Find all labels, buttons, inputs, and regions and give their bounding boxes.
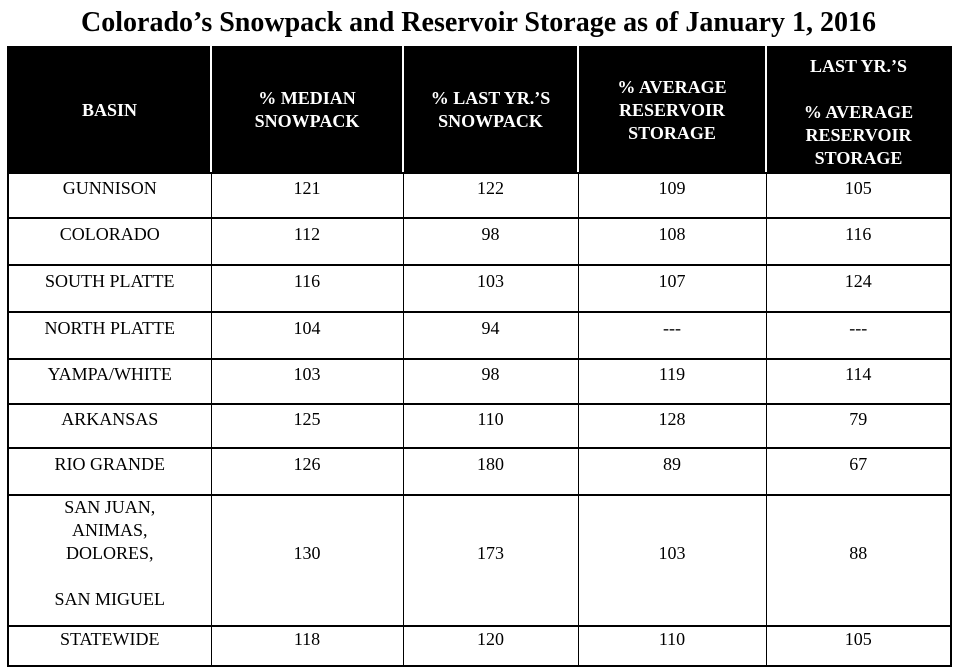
value-cell: 120: [402, 625, 579, 667]
header-cell-avg-reservoir-storage: % AVERAGE RESERVOIR STORAGE: [577, 46, 767, 174]
basin-cell: SOUTH PLATTE: [7, 264, 212, 313]
value-cell: 105: [765, 172, 952, 219]
value-cell: 130: [210, 494, 404, 627]
table-row: NORTH PLATTE 104 94 --- ---: [7, 311, 952, 360]
value-cell: 108: [577, 217, 767, 266]
header-cell-median-snowpack: % MEDIAN SNOWPACK: [210, 46, 404, 174]
value-cell: 103: [402, 264, 579, 313]
value-cell: ---: [765, 311, 952, 360]
value-cell: 124: [765, 264, 952, 313]
value-cell: 128: [577, 403, 767, 449]
value-cell: 119: [577, 358, 767, 405]
value-cell: 126: [210, 447, 404, 496]
value-cell: 109: [577, 172, 767, 219]
table-row: SOUTH PLATTE 116 103 107 124: [7, 264, 952, 313]
value-cell: 121: [210, 172, 404, 219]
table-row: GUNNISON 121 122 109 105: [7, 172, 952, 219]
basin-cell: GUNNISON: [7, 172, 212, 219]
value-cell: 98: [402, 358, 579, 405]
table-row: STATEWIDE 118 120 110 105: [7, 625, 952, 667]
value-cell: 79: [765, 403, 952, 449]
basin-cell: NORTH PLATTE: [7, 311, 212, 360]
header-row: BASIN % MEDIAN SNOWPACK % LAST YR.’S SNO…: [7, 46, 952, 174]
value-cell: 67: [765, 447, 952, 496]
value-cell: 107: [577, 264, 767, 313]
basin-cell: COLORADO: [7, 217, 212, 266]
header-cell-last-yr-avg-reservoir-storage: LAST YR.’S % AVERAGE RESERVOIR STORAGE: [765, 46, 952, 174]
basin-cell: STATEWIDE: [7, 625, 212, 667]
basin-cell: ARKANSAS: [7, 403, 212, 449]
value-cell: 94: [402, 311, 579, 360]
value-cell: 114: [765, 358, 952, 405]
basin-cell: SAN JUAN, ANIMAS, DOLORES, SAN MIGUEL: [7, 494, 212, 627]
value-cell: 110: [577, 625, 767, 667]
page-title: Colorado’s Snowpack and Reservoir Storag…: [81, 7, 876, 38]
value-cell: 118: [210, 625, 404, 667]
value-cell: 173: [402, 494, 579, 627]
table-row: COLORADO 112 98 108 116: [7, 217, 952, 266]
value-cell: 105: [765, 625, 952, 667]
value-cell: 103: [577, 494, 767, 627]
table-row: YAMPA/WHITE 103 98 119 114: [7, 358, 952, 405]
value-cell: 125: [210, 403, 404, 449]
table-row: ARKANSAS 125 110 128 79: [7, 403, 952, 449]
header-cell-last-yr-snowpack: % LAST YR.’S SNOWPACK: [402, 46, 579, 174]
basin-cell: YAMPA/WHITE: [7, 358, 212, 405]
value-cell: 110: [402, 403, 579, 449]
value-cell: 88: [765, 494, 952, 627]
header-cell-basin: BASIN: [7, 46, 212, 174]
table-row: SAN JUAN, ANIMAS, DOLORES, SAN MIGUEL 130…: [7, 494, 952, 627]
value-cell: 112: [210, 217, 404, 266]
value-cell: 104: [210, 311, 404, 360]
value-cell: 122: [402, 172, 579, 219]
value-cell: 180: [402, 447, 579, 496]
value-cell: 103: [210, 358, 404, 405]
basin-cell: RIO GRANDE: [7, 447, 212, 496]
table-row: RIO GRANDE 126 180 89 67: [7, 447, 952, 496]
value-cell: ---: [577, 311, 767, 360]
snowpack-table: BASIN % MEDIAN SNOWPACK % LAST YR.’S SNO…: [7, 46, 952, 667]
value-cell: 116: [210, 264, 404, 313]
table-header: BASIN % MEDIAN SNOWPACK % LAST YR.’S SNO…: [7, 46, 952, 174]
value-cell: 98: [402, 217, 579, 266]
table-body: GUNNISON 121 122 109 105 COLORADO 112 98 108 116 S…: [7, 172, 952, 667]
value-cell: 89: [577, 447, 767, 496]
value-cell: 116: [765, 217, 952, 266]
